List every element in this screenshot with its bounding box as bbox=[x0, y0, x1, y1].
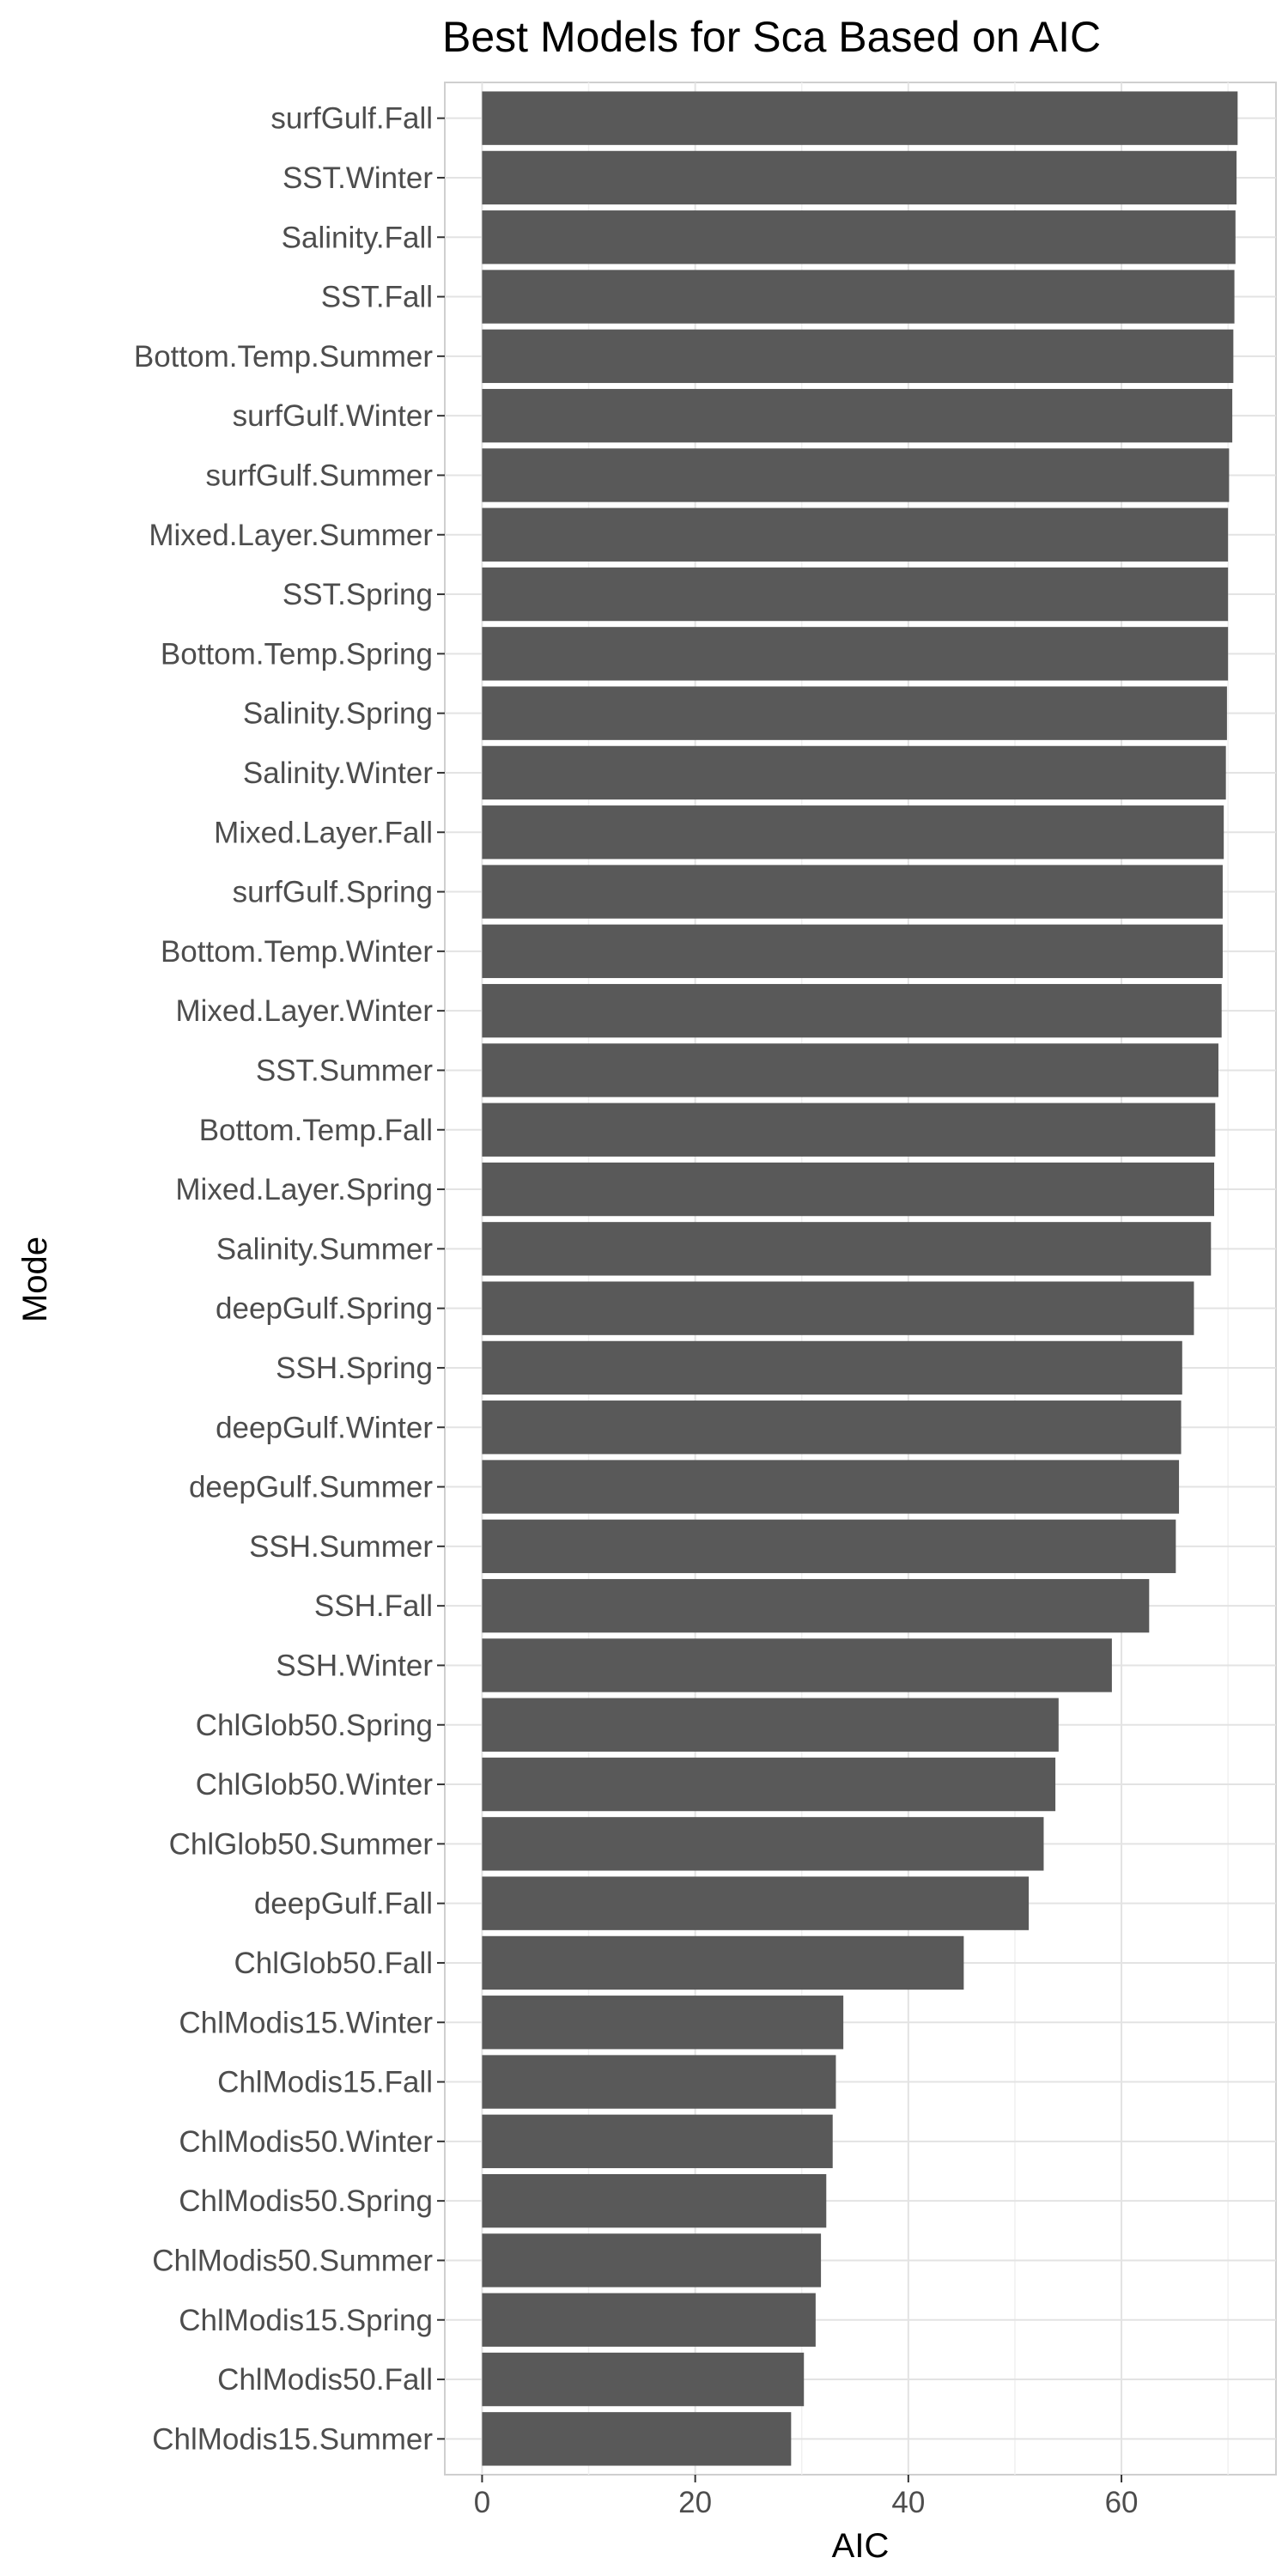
bar bbox=[482, 2293, 816, 2347]
bar bbox=[482, 210, 1236, 264]
y-tick-label: Salinity.Summer bbox=[216, 1232, 434, 1266]
y-tick-label: ChlGlob50.Fall bbox=[234, 1947, 434, 1980]
y-tick-label: ChlModis50.Fall bbox=[217, 2363, 433, 2397]
y-tick-label: ChlGlob50.Summer bbox=[169, 1827, 434, 1861]
bar bbox=[482, 2412, 792, 2466]
bar bbox=[482, 983, 1222, 1038]
bar bbox=[482, 1817, 1044, 1871]
bar bbox=[482, 1757, 1056, 1812]
y-tick-label: ChlModis15.Spring bbox=[179, 2304, 433, 2337]
y-tick-label: Bottom.Temp.Winter bbox=[161, 935, 433, 969]
x-tick-label: 0 bbox=[474, 2486, 490, 2519]
y-tick-label: Mixed.Layer.Spring bbox=[175, 1173, 433, 1206]
bar bbox=[482, 745, 1226, 800]
y-tick-label: deepGulf.Summer bbox=[189, 1471, 433, 1504]
bar bbox=[482, 507, 1229, 562]
y-tick-label: Salinity.Winter bbox=[243, 756, 433, 790]
x-axis-title: AIC bbox=[832, 2527, 890, 2565]
bar bbox=[482, 1698, 1059, 1752]
bar bbox=[482, 1996, 844, 2050]
y-tick-label: surfGulf.Spring bbox=[233, 876, 433, 909]
bar bbox=[482, 150, 1237, 205]
y-tick-label: SSH.Spring bbox=[276, 1352, 433, 1385]
bar bbox=[482, 1103, 1216, 1157]
bar bbox=[482, 1519, 1176, 1574]
y-tick-label: Bottom.Temp.Fall bbox=[199, 1114, 433, 1147]
bar bbox=[482, 91, 1238, 145]
bar bbox=[482, 627, 1229, 681]
bar bbox=[482, 1340, 1182, 1395]
bar bbox=[482, 1162, 1215, 1217]
bar bbox=[482, 2114, 833, 2169]
y-tick-label: SST.Winter bbox=[283, 161, 433, 195]
bar bbox=[482, 388, 1233, 443]
x-ticks: 0 20 40 60 bbox=[474, 2475, 1139, 2519]
bar bbox=[482, 329, 1234, 384]
y-tick-label: SSH.Winter bbox=[276, 1649, 433, 1682]
bar bbox=[482, 270, 1235, 324]
bar bbox=[482, 1281, 1194, 1335]
y-tick-label: Mixed.Layer.Fall bbox=[214, 816, 433, 849]
bar bbox=[482, 567, 1229, 622]
bar bbox=[482, 805, 1224, 860]
bar bbox=[482, 2233, 822, 2287]
y-tick-label: Mixed.Layer.Summer bbox=[149, 519, 433, 552]
y-tick-label: SST.Summer bbox=[256, 1054, 433, 1087]
y-tick-label: SSH.Summer bbox=[249, 1530, 433, 1564]
y-tick-label: deepGulf.Fall bbox=[254, 1887, 433, 1921]
y-tick-label: ChlModis15.Summer bbox=[152, 2422, 433, 2456]
bar bbox=[482, 1460, 1180, 1514]
bar bbox=[482, 924, 1223, 979]
y-tick-label: ChlGlob50.Winter bbox=[196, 1768, 434, 1801]
bar bbox=[482, 1935, 964, 1990]
bar bbox=[482, 448, 1230, 502]
bar bbox=[482, 1222, 1212, 1276]
y-tick-label: SSH.Fall bbox=[314, 1589, 433, 1623]
y-tick-label: Bottom.Temp.Spring bbox=[161, 637, 433, 671]
y-tick-label: deepGulf.Spring bbox=[216, 1292, 433, 1326]
y-tick-label: ChlModis50.Summer bbox=[152, 2244, 433, 2277]
y-tick-label: ChlModis50.Winter bbox=[179, 2125, 433, 2159]
y-tick-label: SST.Fall bbox=[321, 281, 433, 314]
y-tick-label: ChlModis15.Winter bbox=[179, 2006, 433, 2039]
bar bbox=[482, 1400, 1182, 1455]
bar bbox=[482, 2055, 836, 2109]
bar bbox=[482, 2352, 805, 2407]
bar bbox=[482, 865, 1223, 919]
y-tick-labels: surfGulf.Fall SST.Winter Salinity.Fall SST.… bbox=[134, 102, 445, 2456]
bar bbox=[482, 1578, 1150, 1633]
bar bbox=[482, 1043, 1218, 1097]
y-tick-label: Mixed.Layer.Winter bbox=[175, 994, 433, 1028]
y-tick-label: deepGulf.Winter bbox=[216, 1411, 433, 1444]
x-tick-label: 20 bbox=[678, 2486, 712, 2519]
bar bbox=[482, 2173, 827, 2228]
bar bbox=[482, 1638, 1112, 1692]
x-tick-label: 60 bbox=[1105, 2486, 1139, 2519]
y-tick-label: ChlModis15.Fall bbox=[217, 2066, 433, 2099]
y-tick-label: Salinity.Fall bbox=[282, 221, 433, 254]
bar bbox=[482, 1876, 1030, 1930]
bar bbox=[482, 686, 1227, 740]
y-tick-label: surfGulf.Fall bbox=[270, 102, 433, 136]
y-tick-label: surfGulf.Winter bbox=[233, 399, 434, 433]
y-axis-title: Mode bbox=[16, 1236, 54, 1322]
y-tick-label: SST.Spring bbox=[283, 578, 433, 611]
y-tick-label: Salinity.Spring bbox=[243, 697, 433, 731]
bars bbox=[482, 91, 1238, 2466]
y-tick-label: ChlGlob50.Spring bbox=[196, 1709, 433, 1742]
x-tick-label: 40 bbox=[891, 2486, 925, 2519]
chart-title: Best Models for Sca Based on AIC bbox=[442, 13, 1101, 61]
y-tick-label: ChlModis50.Spring bbox=[179, 2184, 433, 2218]
y-tick-label: Bottom.Temp.Summer bbox=[134, 340, 433, 374]
y-tick-label: surfGulf.Summer bbox=[206, 459, 434, 492]
